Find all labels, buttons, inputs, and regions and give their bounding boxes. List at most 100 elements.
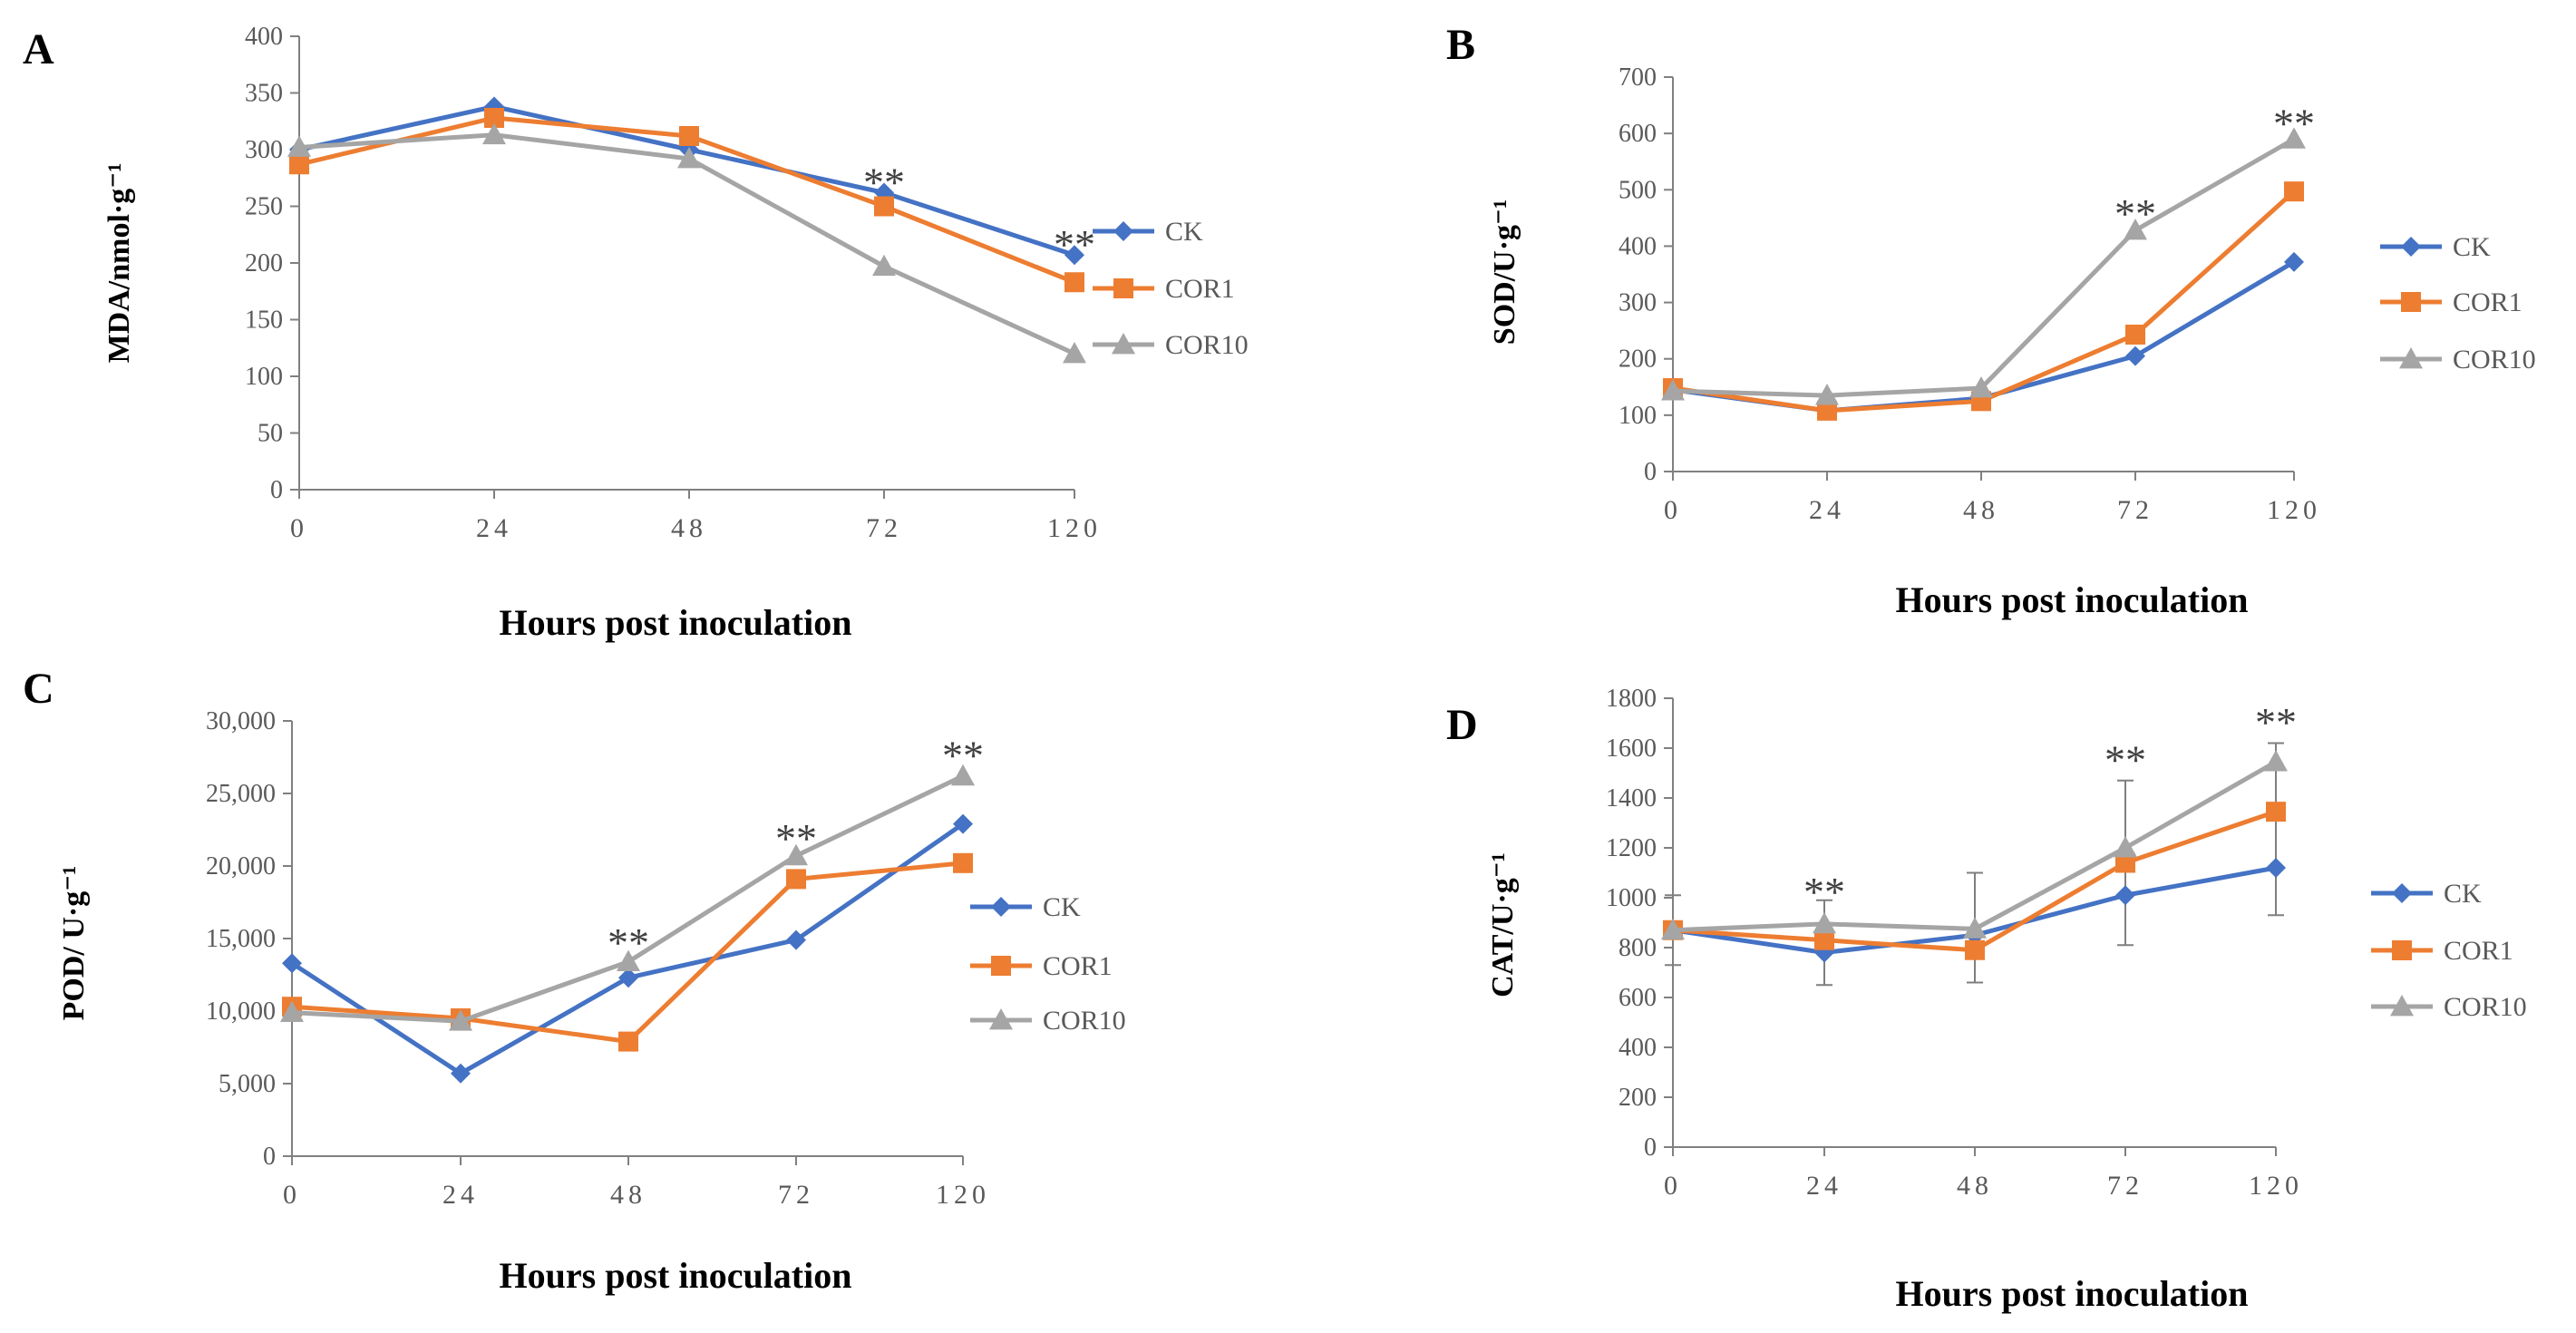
data-point-cor1: [2115, 852, 2135, 873]
legend-marker-cor1: [991, 956, 1011, 976]
x-tick-label: 48: [1963, 495, 1999, 525]
data-point-ck: [1064, 245, 1084, 266]
y-tick-label: 100: [245, 363, 283, 391]
x-tick-label: 48: [610, 1180, 646, 1210]
x-axis-label: Hours post inoculation: [500, 1255, 852, 1296]
data-point-ck: [953, 813, 973, 834]
x-tick-label: 24: [1809, 495, 1845, 525]
data-point-cor10: [784, 843, 808, 866]
y-tick-label: 250: [245, 193, 283, 221]
data-point-ck: [618, 968, 638, 988]
y-tick-label: 400: [1619, 1034, 1657, 1062]
significance-annotation: **: [2255, 699, 2297, 745]
legend-marker-ck: [991, 897, 1011, 917]
y-tick-label: 0: [263, 1143, 276, 1171]
x-tick-label: 48: [671, 513, 707, 543]
x-tick-label: 48: [1957, 1171, 1993, 1201]
y-tick-label: 350: [245, 80, 283, 108]
legend-marker-cor1: [2401, 292, 2421, 312]
y-tick-label: 5,000: [219, 1070, 276, 1098]
y-axis-label: MDA/nmol·g⁻¹: [102, 163, 136, 364]
y-tick-label: 1400: [1606, 784, 1657, 812]
x-tick-label: 120: [936, 1180, 990, 1210]
x-tick-label: 24: [442, 1180, 479, 1210]
significance-annotation: **: [942, 733, 984, 779]
data-point-cor10: [1815, 384, 1839, 405]
chart-panel-c: 0 5,000 10,000 15,000 20,000 25,000 30,000 0 24 4…: [23, 665, 1126, 1296]
legend-label-cor10: COR10: [1165, 330, 1249, 360]
chart-panel-a: 0 50 100 150 200 250 300 350 400 0 24 48 72 120 ** ** CK…: [23, 23, 1249, 643]
panel-label: B: [1446, 21, 1475, 69]
series-line-cor1: [1672, 190, 2296, 414]
x-tick-label: 24: [1806, 1171, 1842, 1201]
y-tick-label: 0: [270, 476, 283, 504]
x-tick-label: 0: [290, 513, 308, 543]
legend-label-ck: CK: [2444, 879, 2482, 909]
x-tick-label: 72: [2107, 1171, 2143, 1201]
y-tick-label: 200: [1619, 1084, 1657, 1112]
x-tick-label: 120: [2267, 495, 2321, 525]
data-point-cor1: [1814, 929, 1834, 950]
legend-label-cor1: COR1: [2453, 287, 2523, 317]
y-tick-label: 300: [1619, 289, 1657, 317]
x-tick-label: 0: [1664, 1171, 1682, 1201]
data-point-cor1: [1817, 400, 1837, 421]
data-point-cor10: [677, 147, 701, 169]
data-point-cor10: [872, 254, 896, 277]
legend-label-cor1: COR1: [1165, 274, 1235, 304]
y-tick-label: 700: [1619, 63, 1657, 92]
x-tick-label: 120: [1047, 513, 1102, 543]
legend-label-cor1: COR1: [1043, 951, 1113, 981]
data-point-cor1: [484, 108, 504, 128]
data-point-cor10: [449, 1009, 472, 1031]
y-axis-label: SOD/U·g⁻¹: [1488, 199, 1521, 345]
data-point-ck: [2115, 885, 2135, 906]
y-tick-label: 20,000: [206, 852, 276, 881]
significance-annotation: **: [608, 919, 649, 966]
legend-marker-cor10: [2390, 995, 2414, 1017]
data-point-cor1: [289, 154, 309, 175]
data-point-ck: [2284, 251, 2304, 272]
y-tick-label: 30,000: [206, 707, 276, 735]
data-point-cor1: [2125, 324, 2145, 345]
y-tick-label: 25,000: [206, 780, 276, 808]
y-axis-label: CAT/U·g⁻¹: [1486, 852, 1520, 997]
data-point-cor1: [618, 1031, 638, 1052]
legend-label-ck: CK: [1043, 892, 1081, 922]
significance-annotation: **: [2105, 736, 2146, 783]
y-tick-label: 100: [1619, 402, 1657, 430]
x-tick-label: 0: [1664, 495, 1682, 525]
x-tick-label: 120: [2249, 1171, 2303, 1201]
y-tick-label: 600: [1619, 120, 1657, 148]
legend-marker-ck: [2401, 237, 2421, 257]
legend-label-ck: CK: [2453, 232, 2491, 262]
y-tick-label: 15,000: [206, 925, 276, 953]
y-tick-label: 500: [1619, 176, 1657, 204]
y-tick-label: 400: [1619, 232, 1657, 260]
significance-annotation: **: [2273, 101, 2315, 147]
data-point-cor1: [786, 869, 806, 890]
legend-label-ck: CK: [1165, 217, 1203, 247]
y-tick-label: 0: [1644, 1134, 1657, 1162]
panel-label: C: [23, 665, 54, 713]
data-point-cor10: [1661, 379, 1685, 401]
legend-label-cor10: COR10: [1043, 1006, 1126, 1036]
data-point-cor1: [1965, 939, 1985, 960]
significance-annotation: **: [1054, 221, 1095, 268]
y-tick-label: 400: [245, 23, 283, 51]
significance-annotation: **: [863, 159, 905, 205]
legend-marker-cor10: [1112, 333, 1135, 355]
x-tick-label: 72: [2117, 495, 2153, 525]
y-tick-label: 50: [258, 420, 283, 448]
series-line-cor10: [1672, 137, 2296, 398]
x-tick-label: 24: [476, 513, 512, 543]
data-point-cor1: [2266, 802, 2286, 822]
data-point-ck: [786, 929, 806, 950]
data-point-cor10: [1063, 342, 1086, 364]
x-tick-label: 0: [283, 1180, 301, 1210]
legend-label-cor10: COR10: [2444, 992, 2527, 1022]
y-tick-label: 200: [245, 249, 283, 277]
y-tick-label: 1600: [1606, 735, 1657, 763]
x-axis-label: Hours post inoculation: [1896, 1273, 2249, 1314]
